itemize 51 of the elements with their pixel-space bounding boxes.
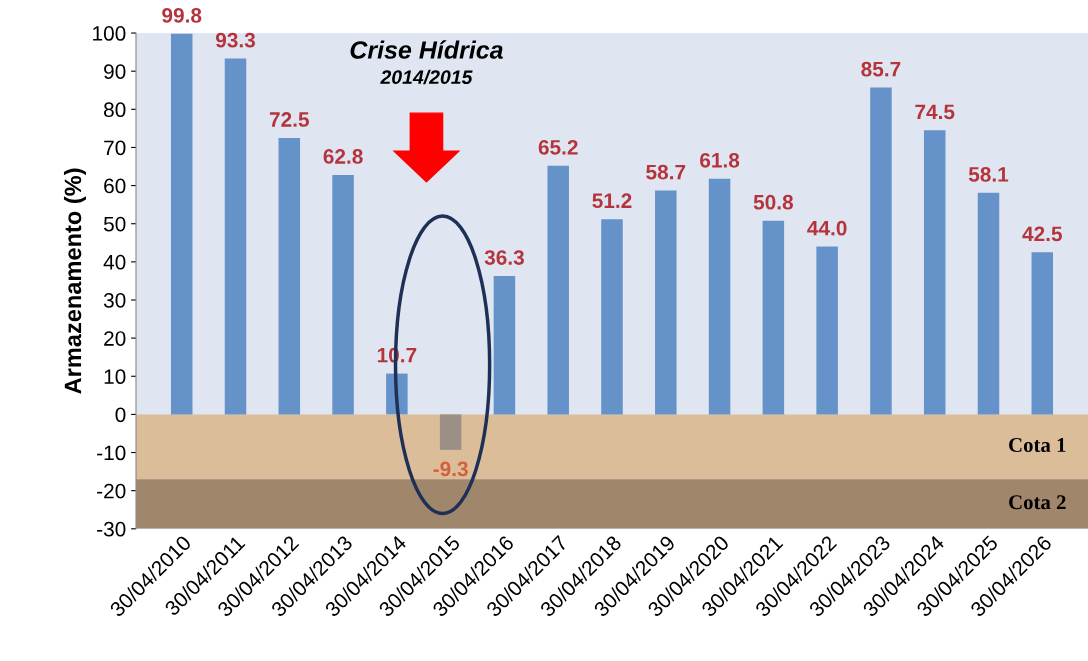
data-label: 65.2: [538, 139, 578, 155]
y-tick-label: 80: [104, 102, 126, 118]
data-label: 50.8: [753, 194, 793, 210]
y-tick-label: 0: [115, 407, 126, 423]
y-tick-label: 40: [103, 254, 126, 270]
bar: [439, 414, 462, 450]
y-tick-label: 90: [104, 64, 126, 79]
band-label: Cota 1: [1009, 438, 1066, 453]
data-label: 93.3: [215, 32, 256, 48]
bar: [493, 275, 516, 415]
bar: [547, 165, 569, 415]
bar: [762, 220, 785, 415]
data-label: 74.5: [915, 104, 955, 120]
data-label: -9.3: [433, 461, 468, 477]
data-label: 58.7: [646, 164, 686, 180]
y-axis-title: Armazenamento (%): [63, 168, 86, 394]
bar: [708, 178, 731, 415]
data-label: 44.0: [807, 220, 847, 236]
y-tick-label: -20: [97, 483, 126, 499]
data-label: 72.5: [269, 112, 309, 127]
annotation: Crise Hídrica: [350, 40, 503, 59]
bar: [332, 174, 354, 415]
y-tick-label: 100: [93, 26, 126, 41]
data-label: 58.1: [968, 167, 1009, 182]
band-label: Cota 2: [1009, 495, 1066, 510]
y-tick-label: -10: [97, 445, 126, 461]
bar: [977, 192, 1000, 415]
y-tick-label: -30: [97, 521, 126, 537]
bar: [870, 87, 892, 415]
data-label: 51.2: [592, 193, 632, 209]
bar: [655, 190, 677, 415]
bar: [224, 58, 247, 415]
data-label: 62.8: [323, 149, 363, 164]
bar: [923, 130, 946, 415]
y-tick-label: 50: [103, 216, 126, 232]
y-tick-label: 10: [104, 369, 126, 385]
bar: [278, 137, 301, 415]
bar: [1031, 252, 1054, 415]
data-label: 42.5: [1022, 226, 1062, 242]
y-tick-label: 30: [103, 292, 126, 308]
annotation: 2014/2015: [380, 69, 473, 85]
data-label: 61.8: [700, 152, 740, 168]
y-tick-label: 20: [104, 331, 126, 346]
data-label: 36.3: [484, 250, 524, 265]
y-tick-label: 70: [104, 140, 126, 156]
y-tick-label: 60: [104, 178, 126, 194]
bar: [816, 246, 838, 415]
data-label: 85.7: [861, 61, 901, 77]
data-label: 99.8: [162, 8, 202, 23]
bar: [601, 219, 623, 415]
bar: [170, 33, 193, 415]
